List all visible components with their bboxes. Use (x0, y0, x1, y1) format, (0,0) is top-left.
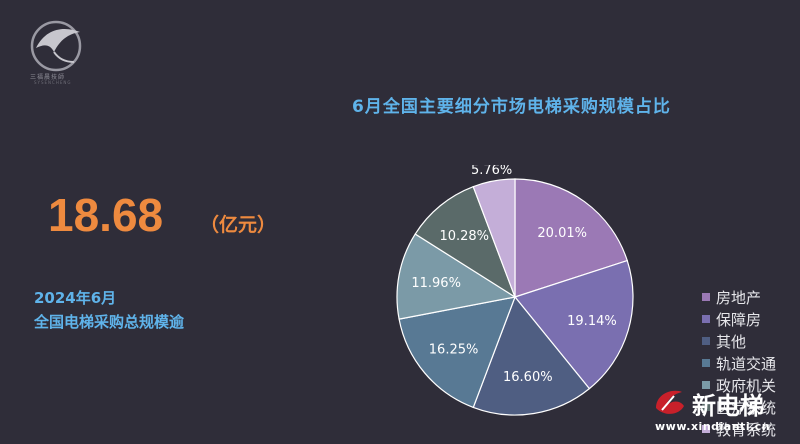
legend-swatch (702, 293, 710, 301)
pie-slice-1 (513, 259, 634, 390)
legend-swatch (702, 381, 710, 389)
legend-item-5: 医疗系统 (702, 396, 776, 418)
pie-slice-3 (398, 296, 516, 409)
legend-item-0: 房地产 (702, 286, 776, 308)
chart-title: 6月全国主要细分市场电梯采购规模占比 (352, 97, 671, 117)
legend-label: 教育系统 (716, 420, 777, 439)
pie-slice-label-4: 11.96% (411, 276, 461, 291)
legend-label: 保障房 (716, 310, 762, 329)
company-logo-icon (30, 20, 82, 72)
legend-item-4: 政府机关 (702, 374, 776, 396)
pie-slice-6 (472, 178, 516, 298)
watermark-brand: 新电梯 (692, 392, 764, 420)
brand-logo-icon (656, 390, 684, 414)
headline-date: 2024年6月 (34, 289, 117, 307)
legend-swatch (702, 403, 710, 411)
logo-subtitle: SYSENCHENG (34, 80, 72, 85)
legend-label: 其他 (716, 332, 747, 351)
pie-slice-label-1: 19.14% (567, 314, 617, 329)
pie-slice-5 (414, 185, 517, 299)
legend-item-2: 其他 (702, 330, 776, 352)
pie-slice-label-0: 20.01% (537, 226, 587, 241)
legend-item-6: 教育系统 (702, 418, 776, 440)
pie-slice-2 (472, 295, 591, 416)
legend-swatch (702, 337, 710, 345)
headline-unit: （亿元） (200, 214, 277, 236)
legend-swatch (702, 315, 710, 323)
legend-label: 房地产 (716, 288, 762, 307)
headline-caption: 全国电梯采购总规模逾 (34, 313, 185, 331)
pie-slice-label-3: 16.25% (429, 343, 479, 358)
pie-chart: 20.01% 19.14% 16.60% 16.25% 11.96% 10.28% 5.76… (396, 165, 634, 416)
chart-legend: 房地产保障房其他轨道交通政府机关医疗系统教育系统 (702, 286, 776, 440)
watermark-url: www.xindianti.cn (655, 420, 771, 433)
pie-slice-label-2: 16.60% (503, 370, 553, 385)
legend-label: 政府机关 (716, 376, 777, 395)
legend-swatch (702, 425, 710, 433)
legend-label: 轨道交通 (716, 354, 777, 373)
legend-item-1: 保障房 (702, 308, 776, 330)
headline-value: 18.68 (48, 189, 164, 241)
pie-slice-0 (514, 178, 629, 298)
pie-slice-label-5: 10.28% (439, 229, 489, 244)
headline-description: 2024年6月 全国电梯采购总规模逾 (34, 286, 184, 334)
logo-name: 三福晨技師 (30, 74, 66, 81)
pie-slice-label-6: 5.76% (471, 165, 512, 178)
legend-swatch (702, 359, 710, 367)
legend-item-3: 轨道交通 (702, 352, 776, 374)
legend-label: 医疗系统 (716, 398, 777, 417)
pie-slice-4 (396, 233, 517, 320)
